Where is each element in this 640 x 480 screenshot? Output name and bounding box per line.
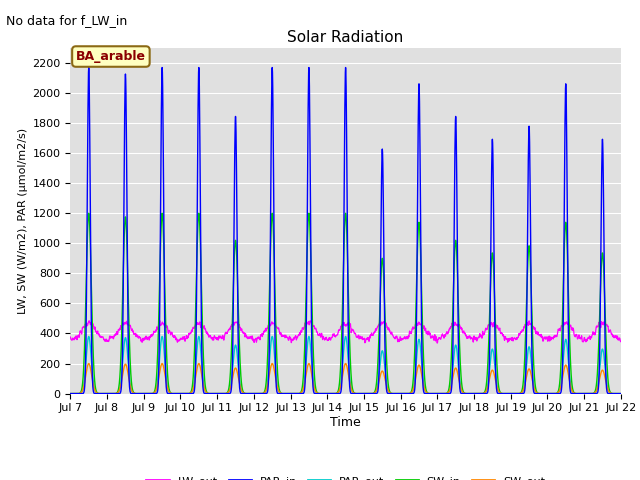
Text: BA_arable: BA_arable — [76, 50, 146, 63]
Y-axis label: LW, SW (W/m2), PAR (μmol/m2/s): LW, SW (W/m2), PAR (μmol/m2/s) — [19, 128, 28, 314]
X-axis label: Time: Time — [330, 416, 361, 429]
Legend: LW_out, PAR_in, PAR_out, SW_in, SW_out: LW_out, PAR_in, PAR_out, SW_in, SW_out — [142, 472, 549, 480]
Text: No data for f_LW_in: No data for f_LW_in — [6, 14, 127, 27]
Title: Solar Radiation: Solar Radiation — [287, 30, 404, 46]
